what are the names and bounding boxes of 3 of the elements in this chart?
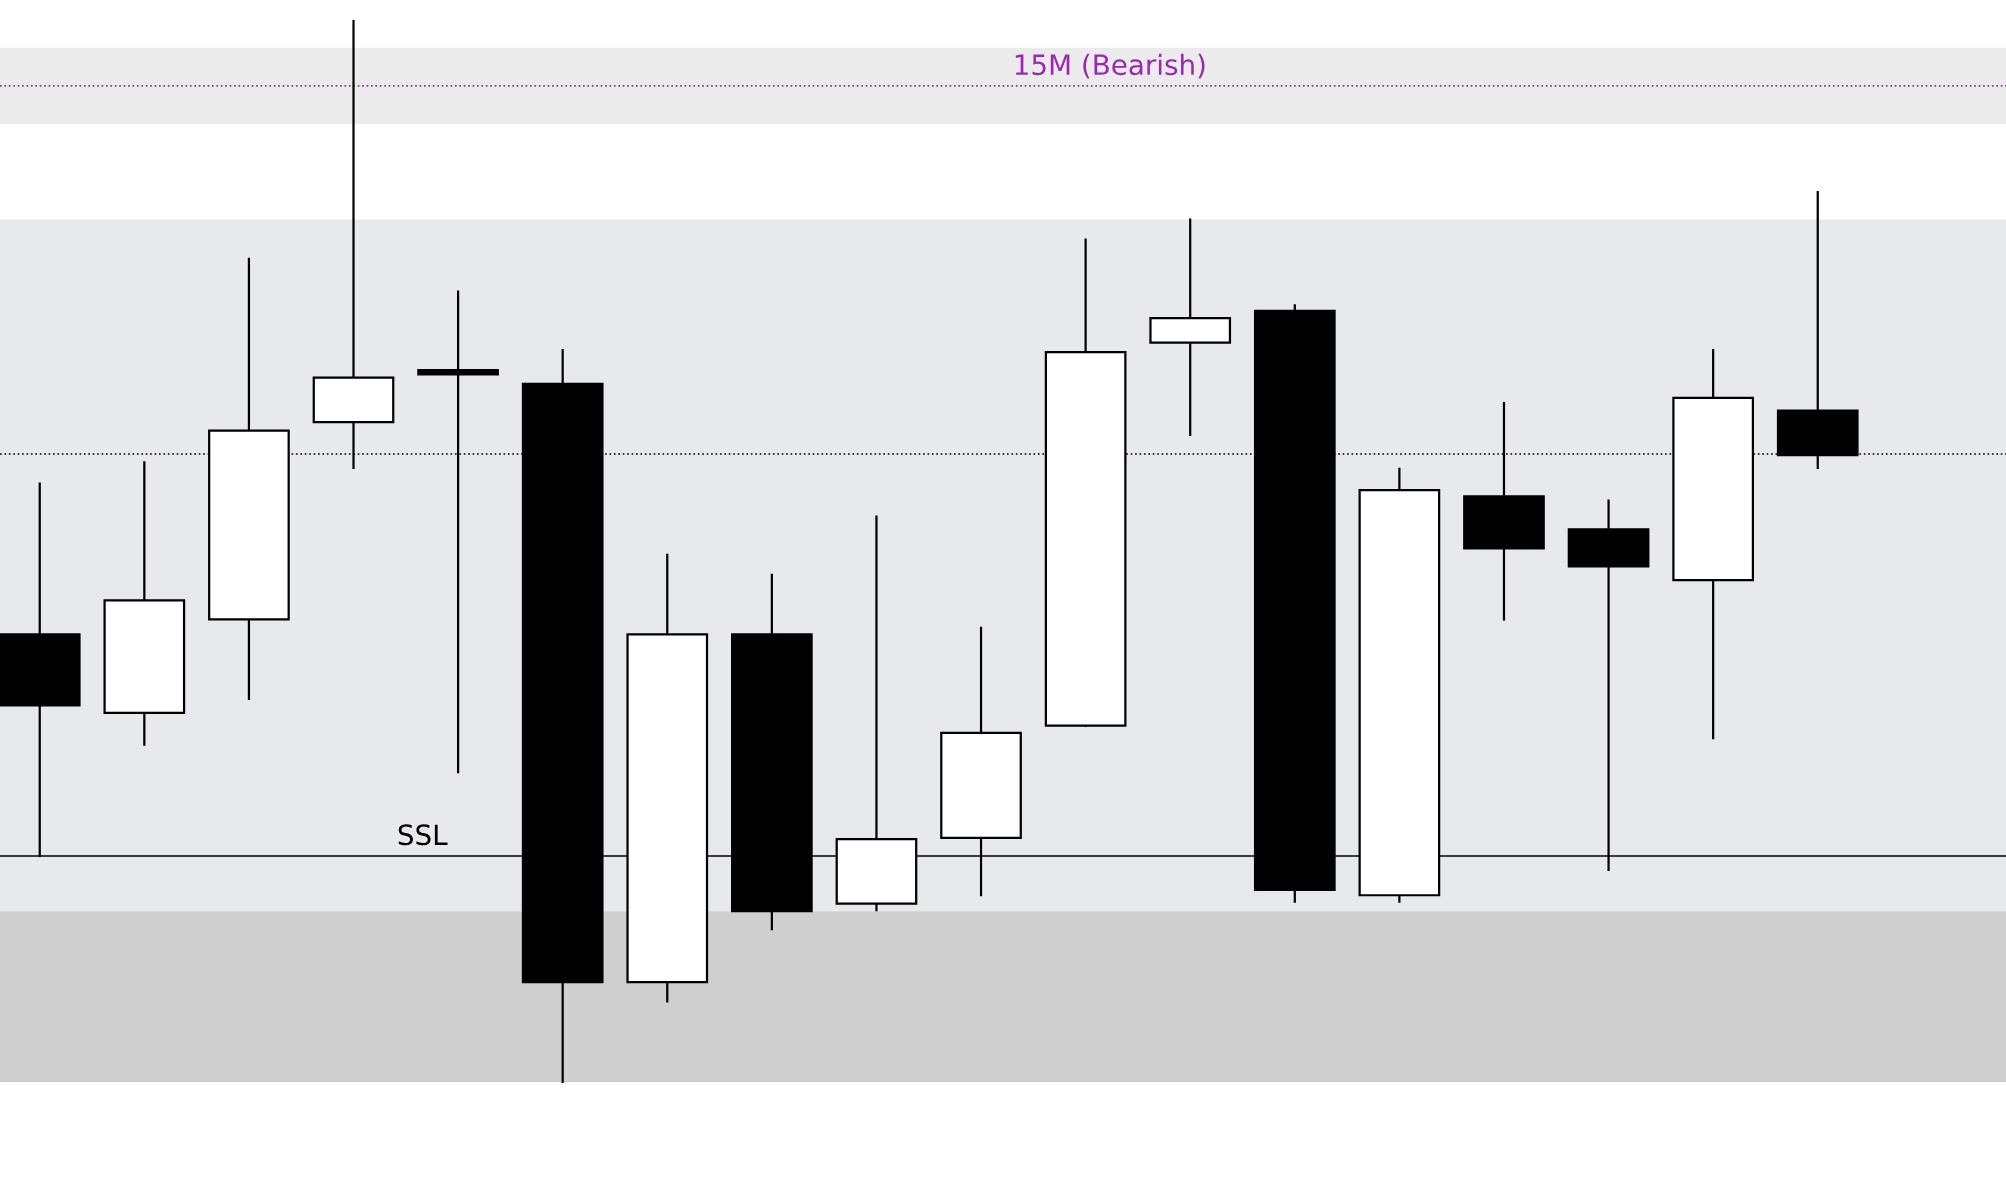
candlestick [1149,218,1232,436]
ref-line-label: SSL [398,824,448,846]
ref-line-label: 15M (Bearish) [1015,53,1205,79]
